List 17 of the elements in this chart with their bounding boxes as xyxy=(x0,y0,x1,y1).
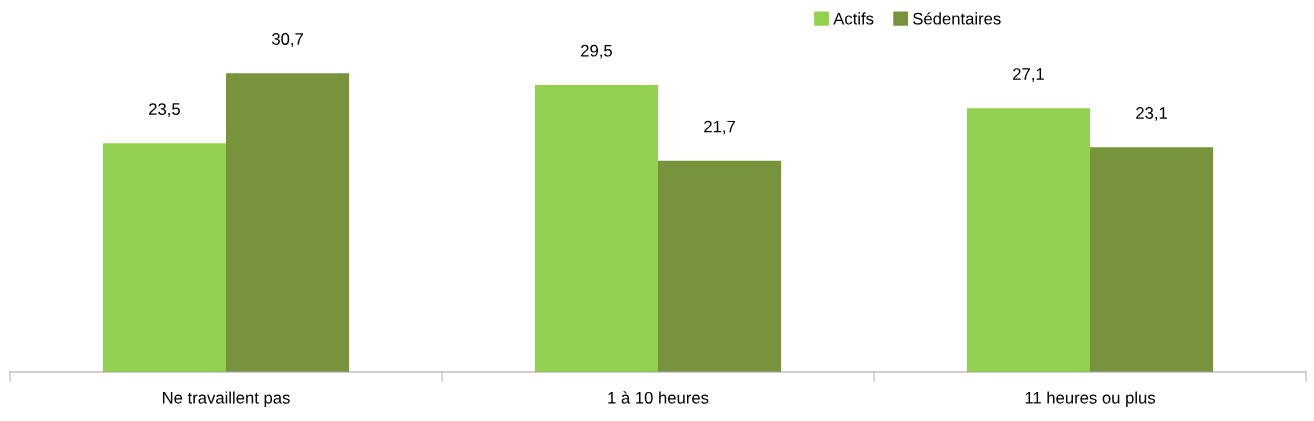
bar xyxy=(226,73,350,372)
data-label: 21,7 xyxy=(704,120,735,135)
legend-label: Actifs xyxy=(833,12,874,25)
bar xyxy=(966,108,1090,372)
x-tick-label: 1 à 10 heures xyxy=(608,391,709,404)
legend-label: Sédentaires xyxy=(913,12,1001,25)
data-label: 30,7 xyxy=(271,33,303,47)
x-tick-label: 11 heures ou plus xyxy=(1025,391,1156,407)
bar xyxy=(534,84,658,372)
bar xyxy=(1090,147,1214,372)
bar xyxy=(658,160,782,372)
bar xyxy=(102,143,226,372)
data-label: 23,1 xyxy=(1136,107,1167,121)
data-label: 29,5 xyxy=(581,44,612,59)
data-label: 23,5 xyxy=(149,103,180,117)
x-tick-label: Ne travaillent pas xyxy=(162,391,290,407)
data-label: 27,1 xyxy=(1013,68,1044,82)
